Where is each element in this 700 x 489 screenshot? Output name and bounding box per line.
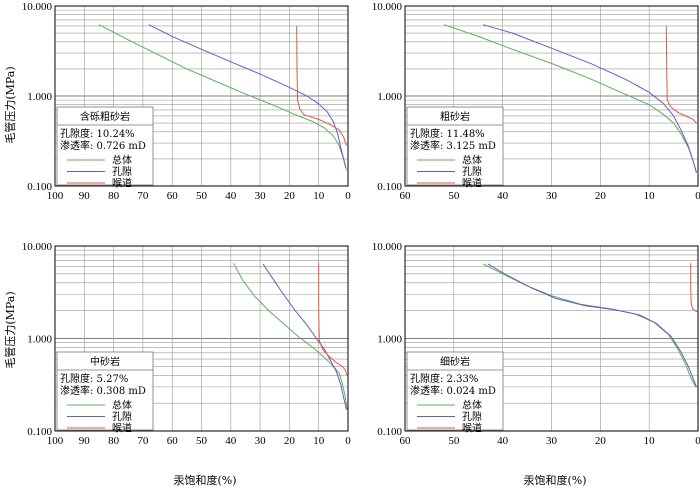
- series-line-3: [318, 263, 348, 376]
- x-tick-label: 0: [345, 190, 351, 202]
- x-tick-label: 90: [79, 190, 91, 202]
- y-axis-label-top: 毛管压力(MPa): [3, 66, 17, 143]
- x-tick-label: 50: [448, 190, 460, 202]
- legend-entry-2: 孔隙: [112, 165, 132, 178]
- series-line-1: [98, 24, 347, 171]
- x-tick-label: 80: [108, 435, 120, 447]
- y-tick-label: 1.000: [27, 334, 52, 346]
- x-tick-label: 70: [137, 190, 149, 202]
- legend-entry-1: 总体: [112, 399, 132, 412]
- plot-frame: [404, 245, 699, 432]
- porosity-label: 孔隙度: 11.48%: [410, 127, 485, 140]
- legend-entry-1: 总体: [462, 399, 482, 412]
- series-line-2: [487, 263, 697, 388]
- y-tick-label: 1.000: [377, 334, 402, 346]
- permeability-label: 渗透率: 0.024 mD: [410, 384, 496, 397]
- x-tick-label: 70: [137, 435, 149, 447]
- x-tick-label: 100: [47, 435, 64, 447]
- series-line-3: [296, 25, 347, 146]
- plot-frame: [54, 245, 349, 432]
- legend-entry-3: 喉道: [112, 177, 132, 190]
- x-axis-label-right: 汞饱和度(%): [523, 473, 586, 487]
- series-line-3: [665, 25, 697, 124]
- y-tick-label: 10.000: [372, 241, 403, 253]
- series-line-2: [262, 263, 347, 410]
- plot-frame: [54, 5, 349, 187]
- x-tick-label: 40: [225, 190, 237, 202]
- legend-entry-3: 喉道: [112, 422, 132, 435]
- chart-panel-3: 100 90 80 70 60 50 40 30 20 10 010.0001.0000.100中砂…: [22, 241, 352, 447]
- x-tick-label: 50: [448, 435, 460, 447]
- y-axis-label-bottom: 毛管压力(MPa): [3, 291, 17, 368]
- x-tick-label: 60: [167, 435, 179, 447]
- legend-entry-2: 孔隙: [112, 410, 132, 423]
- series-line-2: [482, 24, 697, 173]
- y-tick-label: 0.100: [27, 426, 52, 438]
- x-tick-label: 10: [313, 190, 325, 202]
- series-line-2: [148, 24, 347, 168]
- plot-frame: [404, 5, 699, 187]
- y-tick-label: 0.100: [27, 181, 52, 193]
- x-tick-label: 30: [255, 190, 267, 202]
- porosity-label: 孔隙度: 5.27%: [60, 372, 128, 385]
- y-tick-label: 0.100: [377, 181, 402, 193]
- chart-panel-1: 100 90 80 70 60 50 40 30 20 10 010.0001.0000.100含砾…: [22, 1, 352, 202]
- x-tick-label: 50: [196, 435, 208, 447]
- permeability-label: 渗透率: 0.726 mD: [60, 139, 146, 152]
- x-tick-label: 60: [400, 435, 412, 447]
- x-tick-label: 40: [225, 435, 237, 447]
- x-tick-label: 0: [695, 190, 700, 202]
- x-tick-label: 20: [595, 190, 607, 202]
- x-tick-label: 80: [108, 190, 120, 202]
- series-line-3: [690, 263, 698, 313]
- panel-title: 粗砂岩: [440, 110, 470, 123]
- panel-title: 细砂岩: [440, 355, 470, 368]
- legend-entry-1: 总体: [112, 154, 132, 167]
- x-tick-label: 40: [497, 435, 509, 447]
- series-line-1: [482, 263, 697, 388]
- chart-panels: 100 90 80 70 60 50 40 30 20 10 010.0001.0000.100含砾…: [22, 1, 700, 447]
- x-tick-label: 100: [47, 190, 64, 202]
- permeability-label: 渗透率: 3.125 mD: [410, 139, 496, 152]
- porosity-label: 孔隙度: 10.24%: [60, 127, 135, 140]
- y-tick-label: 0.100: [377, 426, 402, 438]
- series-line-1: [233, 263, 348, 410]
- panel-title: 含砾粗砂岩: [80, 110, 130, 123]
- y-tick-label: 10.000: [22, 241, 53, 253]
- x-axis-label-left: 汞饱和度(%): [173, 473, 236, 487]
- x-tick-label: 0: [345, 435, 351, 447]
- permeability-label: 渗透率: 0.308 mD: [60, 384, 146, 397]
- legend-entry-2: 孔隙: [462, 165, 482, 178]
- x-tick-label: 90: [79, 435, 91, 447]
- x-tick-label: 10: [644, 435, 656, 447]
- x-tick-label: 20: [284, 435, 296, 447]
- legend-entry-1: 总体: [462, 154, 482, 167]
- x-tick-label: 30: [255, 435, 267, 447]
- x-tick-label: 0: [695, 435, 700, 447]
- legend-entry-2: 孔隙: [462, 410, 482, 423]
- y-tick-label: 10.000: [22, 1, 53, 13]
- porosity-label: 孔隙度: 2.33%: [410, 372, 478, 385]
- y-tick-label: 10.000: [372, 1, 403, 13]
- y-tick-label: 1.000: [377, 91, 402, 103]
- x-tick-label: 20: [284, 190, 296, 202]
- legend-entry-3: 喉道: [462, 177, 482, 190]
- legend-entry-3: 喉道: [462, 422, 482, 435]
- x-tick-label: 10: [313, 435, 325, 447]
- x-tick-label: 30: [546, 435, 558, 447]
- panel-title: 中砂岩: [90, 355, 120, 368]
- x-tick-label: 40: [497, 190, 509, 202]
- x-tick-label: 30: [546, 190, 558, 202]
- x-tick-label: 60: [400, 190, 412, 202]
- x-tick-label: 50: [196, 190, 208, 202]
- x-tick-label: 60: [167, 190, 179, 202]
- x-tick-label: 20: [595, 435, 607, 447]
- y-tick-label: 1.000: [27, 91, 52, 103]
- x-tick-label: 10: [644, 190, 656, 202]
